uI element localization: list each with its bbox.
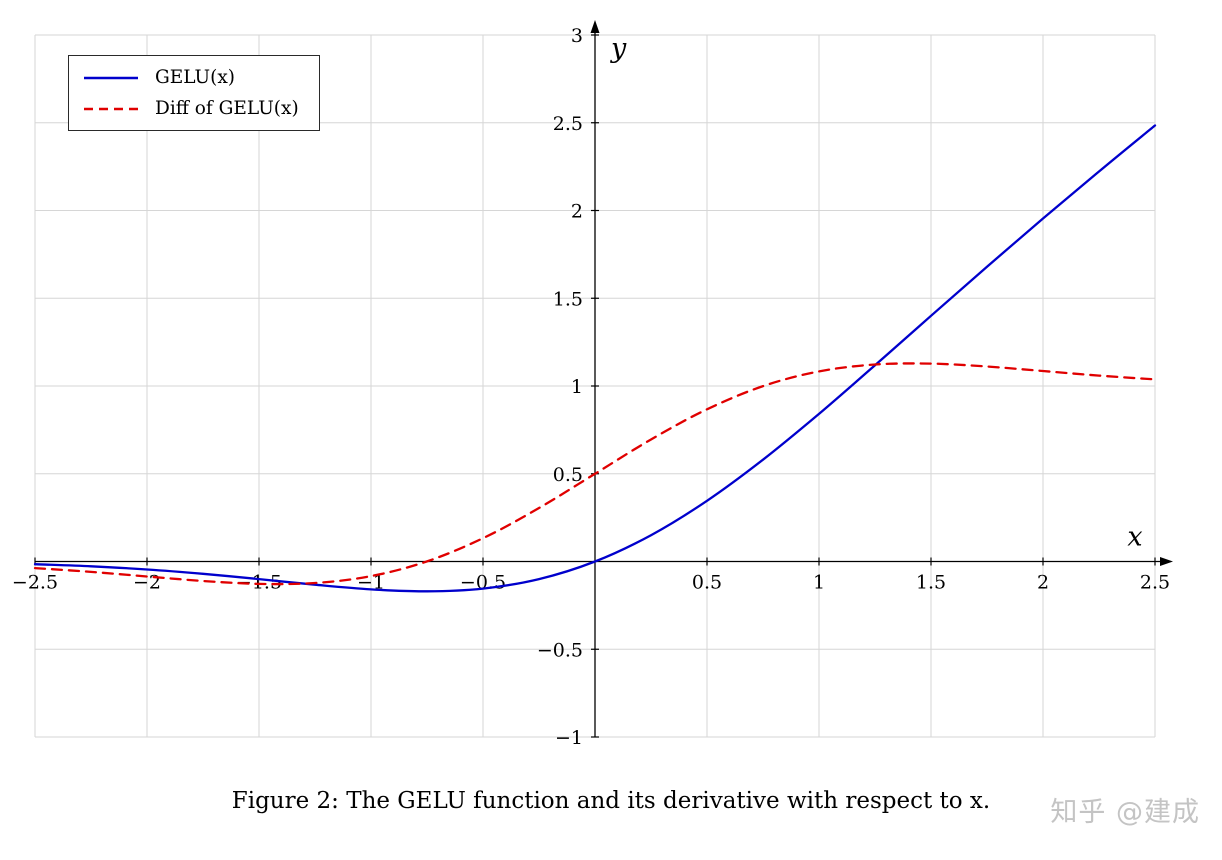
gelu-chart: −2.5 −2 −1.5 −1 −0.5 0.5 1 1.5 2 2.5 3 2.5 2 1.5 1 0.5−… xyxy=(12,20,1173,749)
svg-text:2: 2 xyxy=(1037,572,1049,594)
svg-text:3: 3 xyxy=(571,25,583,47)
caption-row: Figure 2: The GELU function and its deri… xyxy=(0,788,1222,828)
svg-text:−1: −1 xyxy=(555,727,583,749)
diff-line-sample-icon xyxy=(84,107,138,110)
chart-canvas: −2.5 −2 −1.5 −1 −0.5 0.5 1 1.5 2 2.532.521.510.5−… xyxy=(12,20,1173,749)
svg-text:0.5: 0.5 xyxy=(553,464,583,486)
gelu-line-sample-icon xyxy=(84,76,138,79)
svg-text:−0.5: −0.5 xyxy=(537,639,583,661)
svg-text:1: 1 xyxy=(813,572,825,594)
legend-item-gelu: GELU(x) xyxy=(82,67,299,88)
svg-text:1.5: 1.5 xyxy=(553,288,583,310)
svg-text:1.5: 1.5 xyxy=(916,572,946,594)
svg-text:0.5: 0.5 xyxy=(692,572,722,594)
legend-label-gelu: GELU(x) xyxy=(155,67,236,88)
svg-text:1: 1 xyxy=(571,376,583,398)
watermark: 知乎 @建成 xyxy=(1050,797,1200,828)
legend-label-diff: Diff of GELU(x) xyxy=(155,98,299,119)
legend: GELU(x) Diff of GELU(x) xyxy=(68,55,320,131)
svg-text:x: x xyxy=(1127,522,1142,553)
svg-text:2: 2 xyxy=(571,201,583,223)
svg-text:y: y xyxy=(610,33,627,64)
svg-text:2.5: 2.5 xyxy=(1140,572,1170,594)
figure-caption: Figure 2: The GELU function and its deri… xyxy=(231,788,991,814)
legend-item-diff: Diff of GELU(x) xyxy=(82,98,299,119)
svg-text:2.5: 2.5 xyxy=(553,113,583,135)
svg-text:−2.5: −2.5 xyxy=(12,572,58,594)
